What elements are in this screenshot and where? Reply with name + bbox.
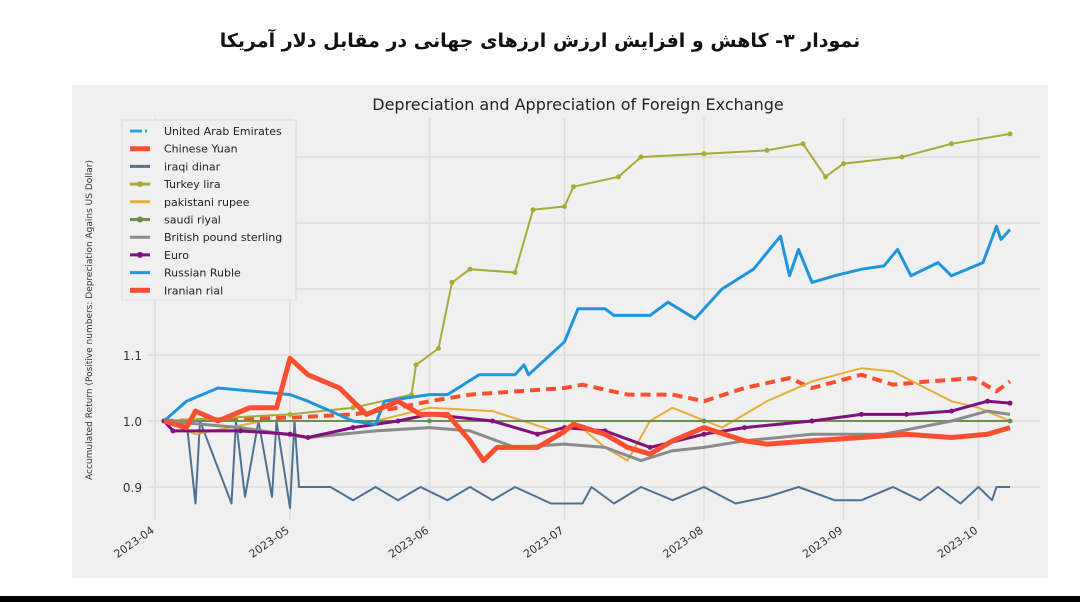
- data-point: [701, 151, 707, 157]
- data-point: [647, 444, 653, 450]
- legend-label: Iranian rial: [164, 284, 223, 297]
- data-point: [467, 266, 473, 272]
- data-point: [413, 362, 419, 368]
- data-point: [238, 428, 243, 434]
- legend-label: saudi riyal: [164, 214, 221, 227]
- data-point: [701, 418, 707, 424]
- legend-marker: [137, 216, 143, 223]
- legend-label: Chinese Yuan: [164, 143, 238, 156]
- series-line: [163, 367, 1011, 462]
- y-tick-label: 0.9: [123, 481, 142, 495]
- data-point: [350, 405, 356, 411]
- data-point: [859, 411, 864, 417]
- series-iranian-rial: [163, 355, 1011, 464]
- series-iraqi-dinar: [164, 420, 1010, 510]
- y-tick-label: 1.1: [123, 349, 142, 363]
- data-point: [287, 431, 293, 437]
- series-line: [163, 355, 1011, 464]
- bottom-bar: [0, 596, 1080, 602]
- data-point: [395, 418, 401, 424]
- data-point: [904, 411, 909, 417]
- legend-label: United Arab Emirates: [164, 125, 282, 138]
- legend-label: Euro: [164, 249, 189, 262]
- data-point: [764, 147, 770, 153]
- y-tick-label: 1.0: [123, 415, 142, 429]
- legend-marker: [137, 251, 143, 258]
- data-point: [1007, 400, 1013, 406]
- chart-title: Depreciation and Appreciation of Foreign…: [372, 95, 783, 114]
- figure-caption: نمودار ۳- کاهش و افزایش ارزش ارزهای جهان…: [219, 30, 861, 52]
- data-point: [287, 411, 293, 417]
- data-point: [305, 435, 311, 440]
- series-chinese-yuan: [163, 372, 1012, 423]
- legend-marker: [137, 181, 143, 188]
- data-point: [701, 431, 707, 437]
- data-point: [638, 154, 644, 160]
- series-line: [163, 372, 1012, 423]
- legend-label: pakistani rupee: [164, 196, 250, 209]
- legend-label: iraqi dinar: [164, 160, 221, 173]
- data-point: [571, 184, 576, 190]
- legend-label: Russian Ruble: [164, 267, 241, 280]
- data-point: [985, 398, 990, 404]
- data-point: [530, 207, 536, 213]
- data-point: [512, 270, 518, 275]
- data-point: [427, 418, 432, 424]
- data-point: [949, 141, 954, 147]
- data-point: [809, 418, 815, 424]
- data-point: [841, 161, 846, 167]
- series-euro: [161, 398, 1013, 450]
- data-point: [899, 154, 905, 160]
- y-axis-label: Accumulated Return (Positive numbers: De…: [85, 160, 95, 480]
- data-point: [436, 345, 441, 351]
- series-pakistani-rupee: [163, 367, 1011, 462]
- data-point: [1007, 418, 1013, 424]
- series-line: [163, 224, 1012, 426]
- data-point: [1007, 131, 1013, 137]
- data-point: [170, 428, 176, 434]
- series-line: [164, 420, 1010, 510]
- series-russian-ruble: [163, 224, 1012, 426]
- series-british-pound-sterling: [163, 409, 1011, 463]
- data-point: [350, 425, 356, 431]
- data-point: [616, 174, 621, 180]
- data-point: [449, 279, 455, 285]
- series-line: [163, 409, 1011, 463]
- data-point: [535, 431, 540, 437]
- legend-label: Turkey lira: [163, 178, 221, 191]
- data-point: [800, 141, 806, 147]
- legend: [121, 119, 297, 301]
- series-line: [163, 132, 1011, 422]
- data-point: [823, 174, 828, 180]
- data-point: [742, 425, 747, 431]
- data-point: [562, 204, 567, 209]
- legend-label: British pound sterling: [164, 231, 282, 244]
- data-point: [949, 408, 954, 414]
- data-point: [490, 418, 495, 424]
